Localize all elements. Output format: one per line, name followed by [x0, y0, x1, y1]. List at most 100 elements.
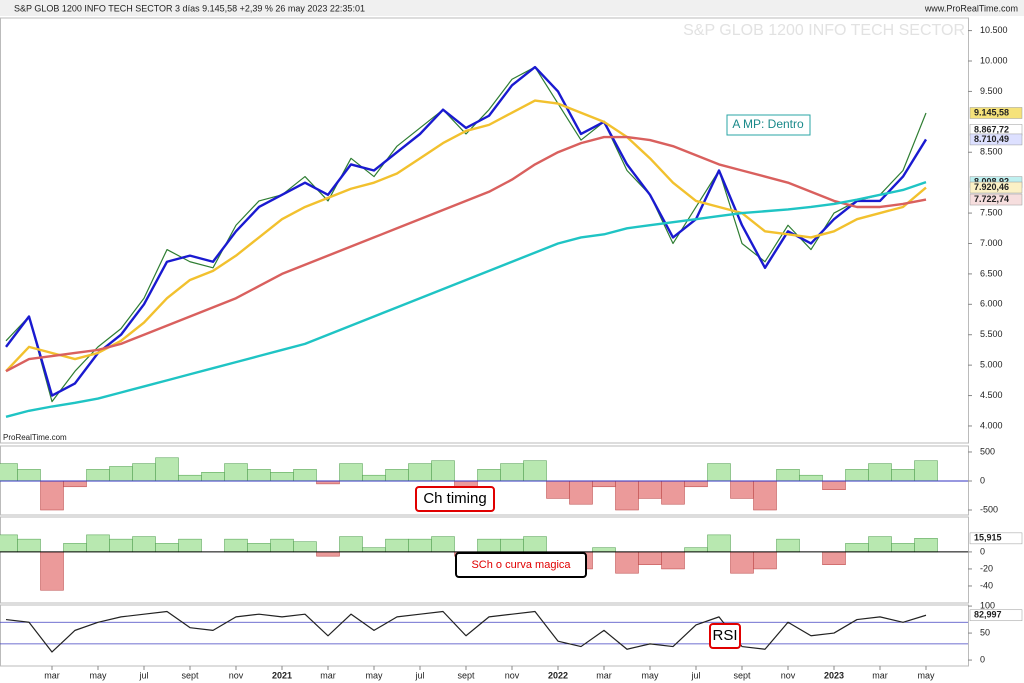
indicator-bar [822, 480, 846, 490]
x-tick-label: 2022 [548, 670, 568, 680]
y-tick-label: -20 [980, 563, 993, 573]
indicator-bar [822, 551, 846, 565]
y-tick-label: 0 [980, 654, 985, 664]
x-tick-label: 2021 [272, 670, 292, 680]
indicator-bar [615, 551, 639, 574]
x-tick-label: may [365, 670, 383, 680]
indicator-bar [17, 469, 41, 482]
indicator-bar [845, 469, 869, 482]
indicator-bar [339, 463, 363, 482]
indicator-bar [63, 543, 87, 553]
indicator-bar [270, 472, 294, 482]
indicator-bar [155, 543, 179, 553]
indicator-bar [109, 538, 133, 553]
indicator-bar [201, 472, 225, 482]
indicator-bar [661, 551, 685, 570]
indicator-bar [247, 543, 271, 553]
x-tick-label: 2023 [824, 670, 844, 680]
series-line [5, 65, 928, 397]
y-tick-label: 6.000 [980, 299, 1003, 309]
indicator-bar [776, 538, 800, 553]
y-tick-label: 5.000 [980, 360, 1003, 370]
price-tag-label: 7.920,46 [974, 182, 1009, 192]
price-tag-label: 82,997 [974, 610, 1002, 620]
y-tick-label: 10.000 [980, 55, 1008, 65]
y-tick-label: 9.500 [980, 86, 1003, 96]
price-tag [969, 193, 1023, 206]
series-line [5, 99, 927, 373]
price-tag-label: 8.710,49 [974, 134, 1009, 144]
price-tag-label: 7.722,74 [974, 194, 1009, 204]
series-line [5, 66, 927, 403]
indicator-label-box [709, 623, 741, 649]
indicator-bar [362, 474, 386, 482]
y-tick-label: 50 [980, 627, 990, 637]
indicator-bar [776, 469, 800, 482]
indicator-bar [500, 538, 524, 553]
indicator-bar [477, 469, 501, 482]
indicator-bar [546, 480, 570, 499]
x-tick-label: nov [505, 670, 520, 680]
y-tick-label: -500 [980, 504, 998, 514]
indicator-bar [155, 457, 179, 482]
indicator-bar [707, 534, 731, 553]
x-tick-label: may [641, 670, 659, 680]
x-tick-label: jul [138, 670, 148, 680]
indicator-bar [799, 474, 823, 482]
indicator-bar [523, 536, 547, 553]
y-tick-label: 0 [980, 475, 985, 485]
indicator-bar [0, 534, 18, 553]
indicator-bar [293, 541, 317, 553]
indicator-bar [615, 480, 639, 511]
indicator-bar [569, 480, 593, 505]
indicator-bar [661, 480, 685, 505]
indicator-bar [339, 536, 363, 553]
indicator-bar [408, 538, 432, 553]
indicator-bar [362, 547, 386, 553]
indicator-bar [638, 480, 662, 499]
price-tag [969, 532, 1023, 545]
annotation: A MP: Dentro [732, 117, 804, 131]
price-tag-label: 8.867,72 [974, 124, 1009, 134]
indicator-bar [730, 551, 754, 574]
indicator-bar [638, 551, 662, 565]
indicator-bar [914, 460, 938, 482]
x-tick-label: sept [733, 670, 751, 680]
indicator-bar [0, 463, 18, 482]
indicator-bar [730, 480, 754, 499]
indicator-label-box [415, 486, 495, 512]
indicator-bar [247, 469, 271, 482]
x-tick-label: mar [44, 670, 60, 680]
indicator-bar [523, 460, 547, 482]
price-tag-label: 9.145,58 [974, 107, 1009, 117]
panel-frame [0, 17, 969, 444]
header-bar [0, 0, 1024, 16]
indicator-bar [86, 534, 110, 553]
price-tag [969, 609, 1023, 622]
series-line [5, 610, 927, 653]
indicator-bar [914, 538, 938, 553]
indicator-bar [132, 536, 156, 553]
price-tag-label: 15,915 [974, 533, 1002, 543]
y-tick-label: 0 [980, 546, 985, 556]
x-tick-label: sept [181, 670, 199, 680]
indicator-bar [707, 463, 731, 482]
indicator-bar [753, 480, 777, 511]
indicator-bar [454, 480, 478, 488]
y-tick-label: 6.500 [980, 268, 1003, 278]
indicator-bar [408, 463, 432, 482]
indicator-bar [891, 469, 915, 482]
y-tick-label: 8.500 [980, 147, 1003, 157]
y-tick-label: -40 [980, 580, 993, 590]
y-tick-label: 7.500 [980, 207, 1003, 217]
panel-frame [0, 604, 969, 667]
x-tick-label: nov [781, 670, 796, 680]
indicator-bar [270, 538, 294, 553]
price-tag-label: 8.008,92 [974, 176, 1009, 186]
y-tick-label: 500 [980, 446, 995, 456]
x-tick-label: sept [457, 670, 475, 680]
indicator-bar [109, 466, 133, 482]
y-tick-label: 100 [980, 600, 995, 610]
y-tick-label: 10.500 [980, 25, 1008, 35]
